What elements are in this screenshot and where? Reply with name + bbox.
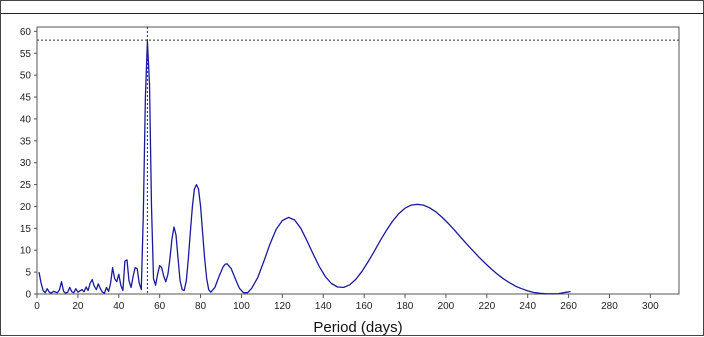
x-axis-title: Period (days) xyxy=(313,319,402,336)
x-tick-label: 100 xyxy=(233,301,250,312)
x-tick-label: 60 xyxy=(154,301,166,312)
y-tick-label: 60 xyxy=(20,27,32,38)
x-tick-label: 260 xyxy=(560,301,577,312)
y-tick-label: 25 xyxy=(20,180,32,191)
top-border-line xyxy=(1,13,704,14)
y-tick-label: 0 xyxy=(25,290,31,301)
x-tick-label: 20 xyxy=(72,301,84,312)
x-tick-label: 0 xyxy=(34,301,40,312)
x-tick-label: 160 xyxy=(356,301,373,312)
x-tick-label: 200 xyxy=(438,301,455,312)
series-line xyxy=(38,40,571,295)
x-tick-label: 120 xyxy=(274,301,291,312)
x-tick-label: 40 xyxy=(113,301,125,312)
x-tick-label: 240 xyxy=(519,301,536,312)
y-tick-label: 35 xyxy=(20,136,32,147)
y-tick-label: 40 xyxy=(20,114,32,125)
x-tick-label: 220 xyxy=(478,301,495,312)
x-tick-label: 300 xyxy=(642,301,659,312)
y-tick-label: 10 xyxy=(20,246,32,257)
x-tick-label: 140 xyxy=(315,301,332,312)
y-tick-label: 20 xyxy=(20,202,32,213)
x-tick-label: 180 xyxy=(397,301,414,312)
y-tick-label: 30 xyxy=(20,158,32,169)
y-tick-label: 55 xyxy=(20,49,32,60)
y-tick-label: 45 xyxy=(20,93,32,104)
x-tick-label: 280 xyxy=(601,301,618,312)
y-tick-label: 5 xyxy=(25,268,31,279)
y-axis: 0 5 10 15 20 25 30 35 40 45 50 55 60 xyxy=(20,27,37,301)
y-tick-label: 15 xyxy=(20,224,32,235)
x-axis: 0 20 40 60 80 100 120 140 160 180 200 220 240 260 280 3… xyxy=(34,294,659,312)
y-tick-label: 50 xyxy=(20,71,32,82)
x-tick-label: 80 xyxy=(195,301,207,312)
plot-area xyxy=(36,26,680,295)
